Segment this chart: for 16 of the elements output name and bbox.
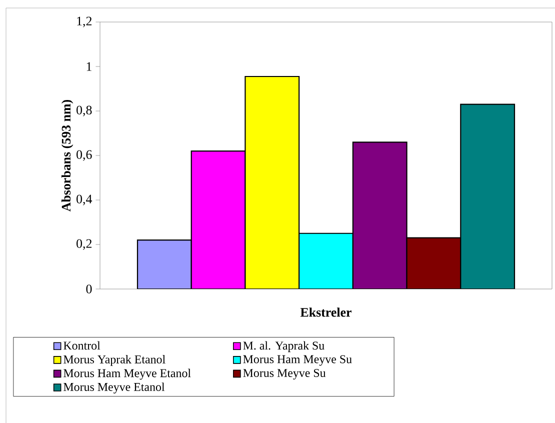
- legend-label: Morus Yaprak Etanol: [64, 355, 166, 366]
- y-tick-label: 1: [86, 62, 92, 71]
- y-tick-label: 0: [86, 284, 92, 294]
- y-tick-label: 0,4: [76, 194, 92, 206]
- legend-label: Morus Meyve Etanol: [64, 382, 165, 394]
- y-axis-title: Absorbans (593 nm): [61, 100, 74, 212]
- y-tick-label: 0,8: [76, 106, 92, 116]
- legend-label: Morus Ham Meyve Su: [243, 355, 352, 366]
- legend-label: Morus Meyve Su: [243, 368, 326, 380]
- legend-label: Morus Ham Meyve Etanol: [64, 368, 191, 380]
- y-tick-label: 0,6: [76, 150, 92, 161]
- legend-label: Kontrol: [64, 341, 100, 350]
- y-tick-label: 1,2: [77, 16, 92, 28]
- x-axis-title: Ekstreler: [300, 308, 352, 317]
- legend-label: M. al. Yaprak Su: [243, 341, 324, 352]
- y-tick-label: 0,2: [76, 239, 92, 250]
